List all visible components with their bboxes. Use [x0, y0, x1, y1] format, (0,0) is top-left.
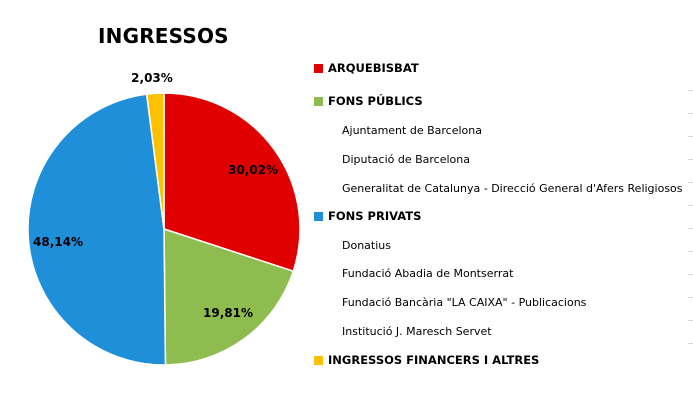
legend-label: Fundació Bancària "LA CAIXA" - Publicaci… [342, 295, 587, 309]
legend-sub-entry: Diputació de Barcelona [342, 149, 470, 169]
legend-sub-entry: Generalitat de Catalunya - Direcció Gene… [342, 178, 683, 198]
legend-swatch [314, 63, 323, 73]
data-label-1: 19,81% [203, 306, 253, 320]
pie-chart: 30,02% 19,81% 48,14% 2,03% [27, 71, 301, 366]
legend-label: Fundació Abadia de Montserrat [342, 266, 514, 280]
legend-label: Donatius [342, 238, 391, 252]
legend-entry: ARQUEBISBAT [314, 58, 419, 78]
legend-sub-entry: Institució J. Maresch Servet [342, 321, 492, 341]
legend-sub-entry: Fundació Bancària "LA CAIXA" - Publicaci… [342, 292, 586, 312]
edge-tick-marks [688, 90, 693, 366]
legend-label: FONS PÚBLICS [328, 94, 423, 108]
data-label-2: 48,14% [33, 235, 83, 249]
legend-label: INGRESSOS FINANCERS I ALTRES [328, 353, 540, 367]
data-label-3: 2,03% [131, 71, 173, 85]
legend-swatch [314, 96, 323, 106]
legend-entry: FONS PÚBLICS [314, 91, 423, 111]
legend-entry: FONS PRIVATS [314, 206, 421, 226]
legend-sub-entry: Fundació Abadia de Montserrat [342, 263, 513, 283]
legend-sub-entry: Ajuntament de Barcelona [342, 120, 482, 140]
pie-outline [27, 92, 301, 366]
legend-label: FONS PRIVATS [328, 209, 422, 223]
legend-label: Generalitat de Catalunya - Direcció Gene… [342, 181, 683, 195]
legend-swatch [314, 355, 323, 365]
chart-title: INGRESSOS [98, 24, 229, 48]
legend-sub-entry: Donatius [342, 235, 391, 255]
legend-label: Institució J. Maresch Servet [342, 324, 492, 338]
pie-slice-fons-privats [27, 93, 167, 366]
legend-label: ARQUEBISBAT [328, 61, 419, 75]
legend-label: Diputació de Barcelona [342, 152, 470, 166]
legend-swatch [314, 211, 323, 221]
data-label-0: 30,02% [228, 163, 278, 177]
legend-label: Ajuntament de Barcelona [342, 123, 482, 137]
legend-entry: INGRESSOS FINANCERS I ALTRES [314, 350, 539, 370]
